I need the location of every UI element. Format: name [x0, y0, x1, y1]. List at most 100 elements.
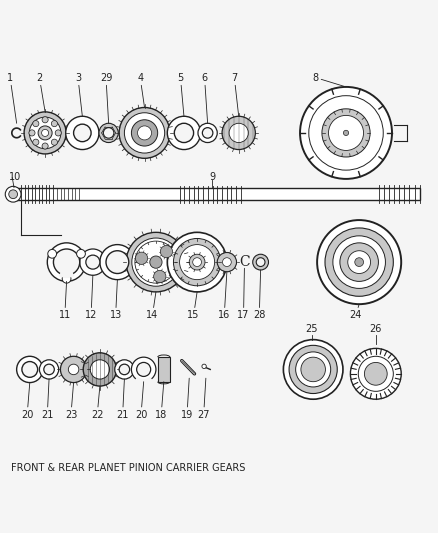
Circle shape [17, 356, 43, 383]
Circle shape [174, 123, 194, 142]
Text: 19: 19 [181, 378, 193, 419]
Text: 29: 29 [100, 72, 112, 123]
Circle shape [202, 128, 213, 138]
Circle shape [173, 238, 221, 286]
Circle shape [119, 364, 130, 375]
Circle shape [51, 139, 57, 146]
Text: 21: 21 [117, 379, 129, 419]
Circle shape [119, 108, 170, 158]
Text: 26: 26 [370, 324, 382, 334]
Circle shape [289, 345, 337, 393]
Circle shape [100, 245, 135, 280]
Text: C: C [239, 255, 250, 269]
Circle shape [115, 360, 134, 379]
Circle shape [154, 270, 166, 282]
Circle shape [5, 187, 21, 202]
Circle shape [137, 362, 151, 376]
Text: 27: 27 [198, 378, 210, 419]
Circle shape [189, 254, 205, 270]
Circle shape [74, 124, 91, 142]
Circle shape [29, 130, 35, 136]
Circle shape [126, 232, 186, 292]
Text: 18: 18 [155, 382, 167, 419]
Circle shape [283, 340, 343, 399]
Text: 22: 22 [91, 386, 103, 419]
Text: 24: 24 [350, 304, 362, 320]
Text: 14: 14 [146, 292, 159, 320]
Text: 12: 12 [85, 275, 97, 320]
Text: 11: 11 [59, 281, 71, 320]
Circle shape [333, 236, 385, 288]
Circle shape [301, 357, 325, 382]
Circle shape [135, 252, 148, 264]
Circle shape [68, 364, 79, 375]
Circle shape [132, 238, 180, 286]
Circle shape [44, 364, 54, 375]
Circle shape [223, 258, 231, 266]
Circle shape [340, 243, 378, 281]
Circle shape [47, 243, 86, 281]
Text: 6: 6 [201, 72, 208, 123]
Bar [13, 188, 420, 200]
Circle shape [364, 362, 387, 385]
Circle shape [325, 228, 393, 296]
Circle shape [131, 357, 156, 382]
Circle shape [296, 352, 331, 387]
Circle shape [138, 126, 152, 140]
Circle shape [86, 255, 100, 269]
Circle shape [51, 120, 57, 127]
Circle shape [42, 117, 48, 123]
Circle shape [42, 130, 49, 136]
Circle shape [322, 109, 370, 157]
Text: 17: 17 [237, 268, 250, 320]
Circle shape [180, 245, 215, 280]
Circle shape [167, 116, 201, 150]
Circle shape [343, 130, 349, 135]
Circle shape [253, 254, 268, 270]
Text: 20: 20 [135, 382, 147, 419]
Circle shape [131, 120, 158, 146]
Text: 5: 5 [177, 72, 184, 116]
Circle shape [33, 139, 39, 146]
Text: 21: 21 [41, 379, 53, 419]
Text: 15: 15 [187, 292, 200, 320]
Circle shape [328, 115, 364, 150]
Circle shape [66, 116, 99, 150]
Circle shape [358, 356, 393, 391]
Circle shape [80, 249, 106, 275]
Circle shape [60, 356, 87, 383]
Circle shape [150, 256, 162, 268]
Circle shape [217, 253, 237, 272]
Text: 9: 9 [209, 172, 215, 182]
Circle shape [202, 364, 206, 368]
Circle shape [256, 258, 265, 266]
Text: 3: 3 [75, 72, 82, 116]
Text: 4: 4 [137, 72, 145, 108]
Circle shape [222, 116, 255, 150]
Circle shape [90, 360, 110, 379]
Circle shape [229, 123, 248, 142]
Text: 1: 1 [7, 72, 17, 123]
Text: 28: 28 [253, 270, 265, 320]
Circle shape [39, 360, 59, 379]
Text: 13: 13 [110, 280, 122, 320]
Circle shape [22, 361, 38, 377]
Circle shape [309, 96, 383, 170]
Circle shape [167, 232, 227, 292]
Text: FRONT & REAR PLANET PINION CARRIER GEARS: FRONT & REAR PLANET PINION CARRIER GEARS [11, 463, 245, 473]
Circle shape [317, 220, 401, 304]
Circle shape [124, 113, 165, 153]
Text: 16: 16 [218, 272, 230, 320]
Circle shape [38, 126, 52, 140]
Circle shape [53, 249, 80, 275]
Circle shape [33, 120, 39, 127]
Circle shape [42, 143, 48, 149]
Circle shape [135, 241, 177, 283]
Circle shape [99, 123, 118, 142]
Circle shape [62, 274, 71, 283]
Circle shape [160, 246, 173, 258]
Circle shape [350, 349, 401, 399]
Circle shape [29, 117, 61, 149]
Circle shape [55, 130, 61, 136]
Text: 25: 25 [306, 324, 318, 334]
